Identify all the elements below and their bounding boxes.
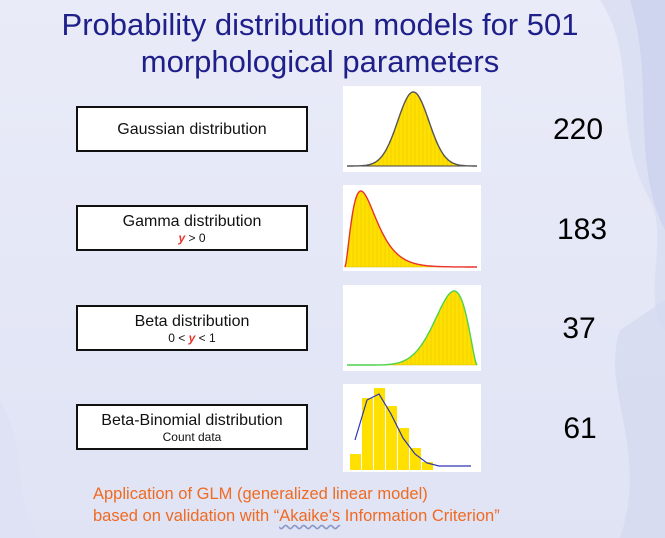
gaussian-count: 220 [552, 113, 604, 146]
gaussian-fit-curve [347, 91, 477, 167]
model-condition: 0 < y < 1 [168, 330, 216, 345]
beta-binomial-fit-curve [354, 393, 471, 467]
model-name: Beta distribution [134, 312, 250, 330]
model-condition: y > 0 [178, 230, 206, 245]
model-name: Gaussian distribution [117, 120, 267, 138]
footer-line-2: based on validation with “Akaike's Infor… [93, 507, 500, 525]
beta-binomial-distribution-box: Beta-Binomial distribution Count data [76, 404, 308, 450]
beta-histogram-plot [343, 285, 481, 371]
beta-binomial-bars [350, 388, 433, 470]
beta-bar-dividers [398, 291, 476, 365]
gamma-fit-curve [344, 190, 477, 268]
model-name: Gamma distribution [122, 212, 262, 230]
gamma-distribution-box: Gamma distribution y > 0 [76, 205, 308, 251]
beta-bars-area [347, 290, 478, 366]
beta-binomial-histogram-plot [343, 384, 481, 472]
gaussian-histogram-plot [343, 86, 481, 172]
gaussian-bar-dividers [370, 92, 456, 166]
title-line-1: Probability distribution models for 501 [61, 7, 579, 42]
footer-line-1: Application of GLM (generalized linear m… [93, 485, 428, 503]
beta-fit-curve [347, 290, 478, 366]
gamma-histogram-plot [343, 185, 481, 271]
beta-distribution-box: Beta distribution 0 < y < 1 [76, 305, 308, 351]
model-name: Beta-Binomial distribution [101, 411, 283, 429]
gaussian-distribution-box: Gaussian distribution [76, 106, 308, 152]
gamma-count: 183 [556, 213, 608, 246]
gaussian-bars-area [347, 91, 477, 167]
title-line-2: morphological parameters [140, 44, 500, 79]
beta-binomial-count: 61 [563, 412, 597, 445]
model-condition: Count data [162, 429, 222, 444]
beta-count: 37 [562, 312, 596, 345]
gamma-bar-dividers [348, 191, 426, 267]
slide-title: Probability distribution models for 501 … [0, 6, 640, 80]
footer-note: Application of GLM (generalized linear m… [93, 483, 500, 527]
